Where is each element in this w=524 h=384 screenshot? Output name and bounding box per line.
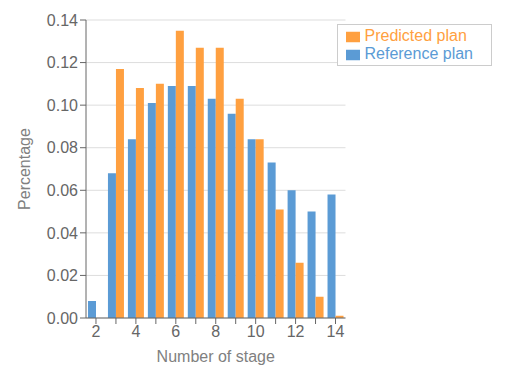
svg-text:0.06: 0.06 xyxy=(47,182,78,199)
svg-text:0.14: 0.14 xyxy=(47,12,78,29)
svg-text:10: 10 xyxy=(247,323,265,340)
svg-text:2: 2 xyxy=(92,323,101,340)
svg-text:0.04: 0.04 xyxy=(47,225,78,242)
svg-text:6: 6 xyxy=(171,323,180,340)
html-text:Reference plan: Reference plan xyxy=(364,45,473,62)
svg-text:8: 8 xyxy=(211,323,220,340)
svg-text:Percentage: Percentage xyxy=(16,128,33,210)
svg-text:4: 4 xyxy=(131,323,140,340)
svg-text:12: 12 xyxy=(287,323,305,340)
svg-text:14: 14 xyxy=(327,323,345,340)
svg-text:0.08: 0.08 xyxy=(47,139,78,156)
svg-text:0.02: 0.02 xyxy=(47,267,78,284)
html-text:Predicted plan: Predicted plan xyxy=(364,27,467,44)
svg-text:Number of stage: Number of stage xyxy=(157,348,275,365)
svg-text:0.00: 0.00 xyxy=(47,310,78,327)
svg-text:0.10: 0.10 xyxy=(47,97,78,114)
svg-text:0.12: 0.12 xyxy=(47,54,78,71)
